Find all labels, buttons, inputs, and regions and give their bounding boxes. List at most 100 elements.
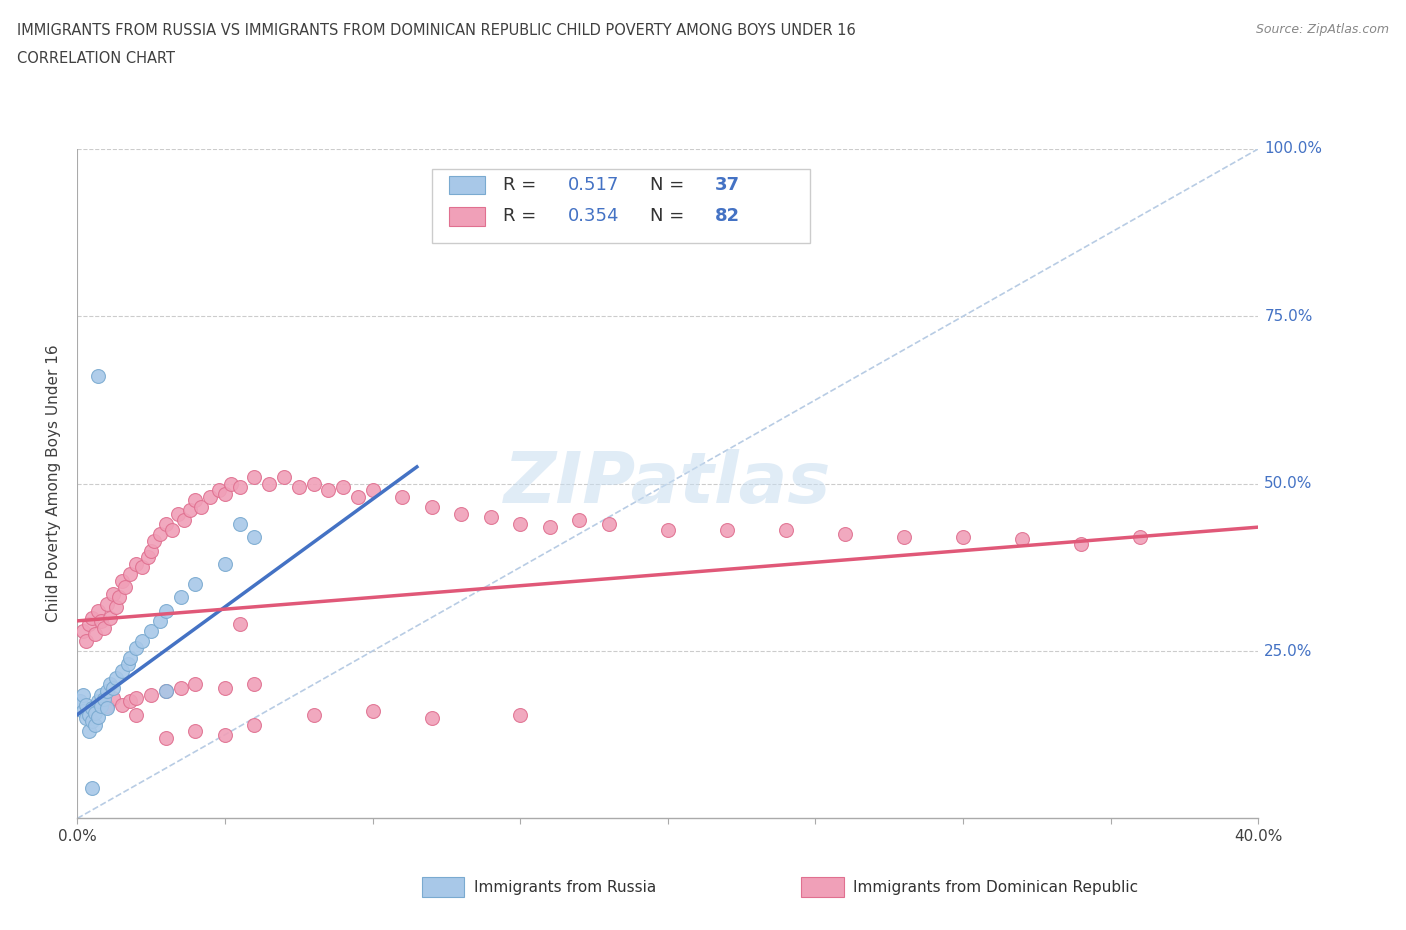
Text: 75.0%: 75.0%: [1264, 309, 1313, 324]
Point: [82, 610, 104, 625]
Point: [598, 516, 620, 531]
Point: [509, 516, 531, 531]
Point: [87, 604, 110, 618]
Point: [84, 705, 107, 720]
Point: [77, 617, 100, 631]
Point: [90, 694, 112, 709]
Point: [75, 711, 97, 725]
Point: [952, 530, 974, 545]
Point: [228, 480, 252, 495]
Text: Source: ZipAtlas.com: Source: ZipAtlas.com: [1256, 23, 1389, 36]
Point: [104, 671, 127, 685]
Point: [243, 677, 266, 692]
Point: [243, 530, 266, 545]
Point: [179, 503, 201, 518]
Point: [131, 633, 153, 648]
Point: [568, 513, 591, 528]
Point: [96, 684, 118, 698]
Point: [90, 687, 112, 702]
Text: N =: N =: [650, 207, 690, 225]
Point: [1129, 530, 1152, 545]
Point: [131, 560, 153, 575]
Point: [111, 664, 132, 679]
FancyBboxPatch shape: [450, 176, 485, 194]
Point: [143, 533, 166, 548]
Y-axis label: Child Poverty Among Boys Under 16: Child Poverty Among Boys Under 16: [46, 345, 62, 622]
Point: [90, 614, 112, 629]
Point: [214, 681, 236, 696]
Point: [75, 633, 97, 648]
Point: [96, 700, 118, 715]
Point: [170, 590, 193, 604]
Point: [104, 600, 127, 615]
Point: [1011, 531, 1033, 546]
Point: [125, 556, 148, 571]
Text: 100.0%: 100.0%: [1264, 141, 1322, 156]
Point: [391, 489, 413, 504]
Point: [125, 640, 148, 655]
Point: [155, 604, 177, 618]
Point: [184, 493, 207, 508]
Point: [184, 724, 207, 738]
Point: [84, 717, 107, 732]
Point: [166, 506, 188, 521]
Point: [111, 573, 132, 588]
Point: [75, 698, 97, 712]
Point: [72, 623, 94, 638]
Point: [69, 694, 91, 709]
Point: [141, 623, 163, 638]
Point: [120, 566, 142, 581]
Point: [155, 684, 177, 698]
Point: [155, 684, 177, 698]
Point: [214, 486, 236, 501]
Point: [82, 714, 104, 729]
FancyBboxPatch shape: [450, 207, 485, 226]
Point: [141, 543, 163, 558]
Point: [107, 590, 129, 604]
Point: [538, 520, 561, 535]
Text: 25.0%: 25.0%: [1264, 644, 1313, 658]
Point: [72, 704, 94, 719]
Point: [318, 483, 340, 498]
Point: [716, 523, 738, 538]
Point: [117, 657, 139, 671]
Point: [259, 476, 281, 491]
Point: [302, 476, 325, 491]
Point: [98, 677, 121, 692]
Text: 0.354: 0.354: [568, 207, 619, 225]
Text: R =: R =: [502, 207, 541, 225]
Text: 50.0%: 50.0%: [1264, 476, 1313, 491]
Point: [302, 707, 325, 722]
Point: [332, 480, 354, 495]
Point: [160, 523, 183, 538]
Point: [170, 681, 193, 696]
Point: [273, 470, 295, 485]
Point: [96, 698, 118, 713]
Point: [228, 617, 252, 631]
Point: [420, 711, 443, 725]
Point: [72, 687, 94, 702]
Text: CORRELATION CHART: CORRELATION CHART: [17, 51, 174, 66]
Point: [420, 499, 443, 514]
Point: [243, 717, 266, 732]
Point: [200, 489, 222, 504]
Point: [101, 690, 124, 705]
Point: [243, 470, 266, 485]
Point: [120, 694, 142, 709]
Text: ZIPatlas: ZIPatlas: [505, 449, 831, 518]
Point: [101, 681, 124, 696]
Point: [219, 476, 242, 491]
Text: Immigrants from Russia: Immigrants from Russia: [474, 880, 657, 895]
Point: [93, 692, 115, 707]
Point: [775, 523, 797, 538]
Text: 37: 37: [716, 176, 740, 194]
Point: [834, 526, 856, 541]
Point: [125, 690, 148, 705]
Point: [149, 614, 172, 629]
Point: [125, 707, 148, 722]
Point: [96, 597, 118, 612]
Text: 82: 82: [716, 207, 740, 225]
Point: [87, 369, 110, 384]
Point: [361, 704, 384, 719]
Point: [90, 698, 112, 713]
